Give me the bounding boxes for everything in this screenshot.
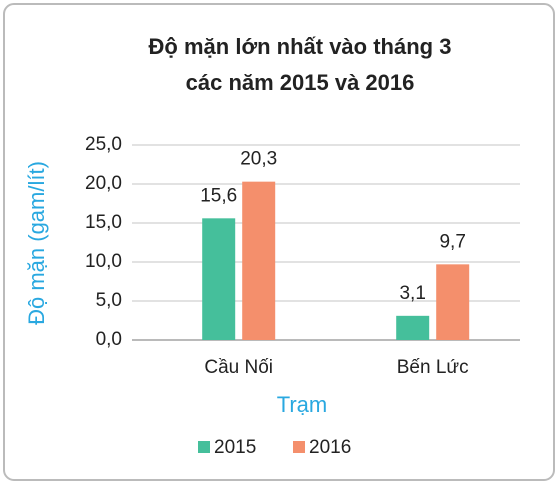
x-tick-label: Cầu Nối [204,357,273,378]
legend-swatch [198,441,210,453]
bar [202,218,236,340]
chart-title: các năm 2015 và 2016 [186,70,415,95]
y-tick-label: 15,0 [85,212,122,233]
data-label: 15,6 [200,185,237,206]
legend-label: 2015 [214,437,256,458]
x-tick-label: Bến Lức [397,357,469,378]
data-label: 9,7 [439,231,465,252]
data-label: 3,1 [399,283,425,304]
legend-label: 2016 [309,437,351,458]
chart-frame [3,3,555,481]
y-tick-label: 0,0 [96,329,122,350]
bar [396,315,430,340]
bar [242,181,276,340]
legend-swatch [293,441,305,453]
y-axis-title: Độ mặn (gam/lít) [24,161,49,325]
x-axis-title: Trạm [277,392,328,417]
y-tick-label: 5,0 [96,290,122,311]
data-label: 20,3 [240,149,277,170]
y-tick-label: 25,0 [85,134,122,155]
chart-title: Độ mặn lớn nhất vào tháng 3 [149,34,452,59]
bar [436,264,470,340]
y-tick-label: 20,0 [85,173,122,194]
y-tick-label: 10,0 [85,251,122,272]
